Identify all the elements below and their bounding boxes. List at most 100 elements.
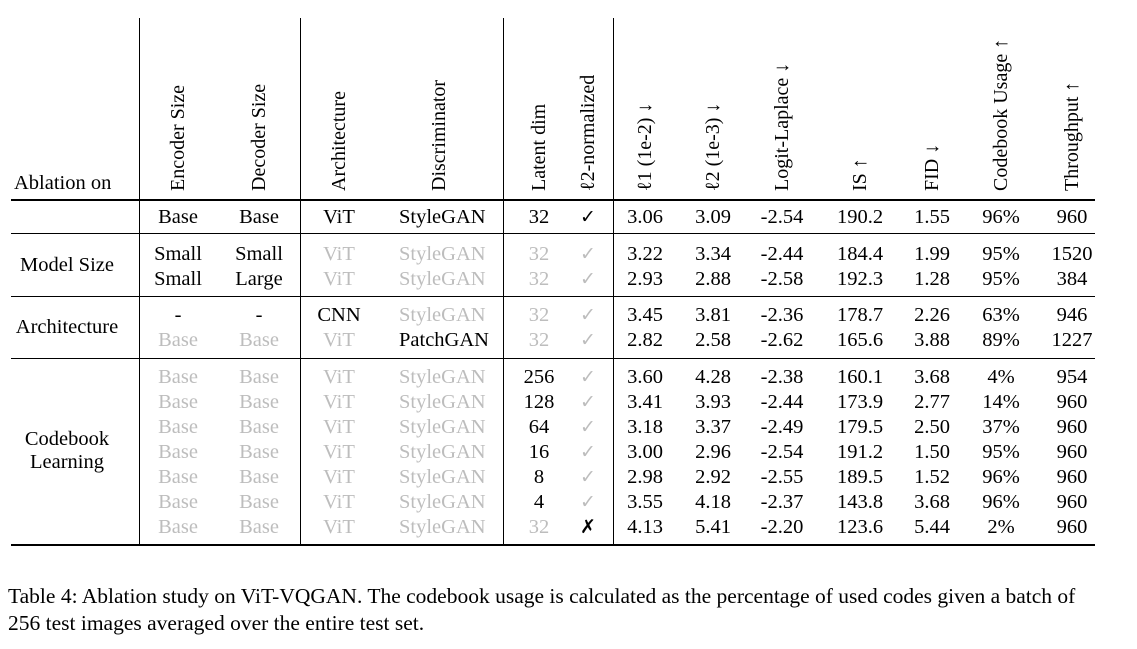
table-cell: 1.55 — [914, 206, 950, 228]
table-cell: 3.81 — [695, 304, 731, 326]
table-cell: -2.58 — [760, 268, 804, 290]
table-cell: Base — [158, 391, 198, 413]
table-cell: 1.52 — [914, 466, 950, 488]
table-cell: 2% — [987, 516, 1015, 538]
table-cell: 1520 — [1051, 243, 1093, 265]
table-cell: 178.7 — [836, 304, 884, 326]
table-cell: 2.98 — [627, 466, 663, 488]
table-cell: 191.2 — [836, 441, 884, 463]
table-cell: ViT — [323, 268, 355, 290]
group-label-model-size: Model Size — [20, 254, 114, 276]
table-cell: StyleGAN — [399, 441, 486, 463]
table-cell: Base — [239, 391, 279, 413]
table-cell: 3.68 — [914, 491, 950, 513]
table-cell: ✓ — [580, 206, 596, 228]
column-header-8: ℓ2 (1e-3) ↓ — [702, 102, 724, 191]
table-cell: 3.34 — [695, 243, 731, 265]
table-cell: 32 — [528, 304, 550, 326]
column-header-13: Throughput ↑ — [1061, 81, 1083, 191]
table-cell: 960 — [1056, 516, 1088, 538]
table-cell: 8 — [533, 466, 545, 488]
table-cell: -2.36 — [760, 304, 804, 326]
table-cell: 143.8 — [836, 491, 884, 513]
group-label-codebook-learning: Codebook Learning — [2, 428, 132, 474]
table-cell: ViT — [323, 416, 355, 438]
table-cell: 960 — [1056, 391, 1088, 413]
vrule-2 — [300, 18, 301, 545]
table-cell: 2.88 — [695, 268, 731, 290]
ablation-on-header: Ablation on — [14, 172, 112, 194]
table-cell: 192.3 — [836, 268, 884, 290]
table-cell: 32 — [528, 206, 550, 228]
table-cell: ✓ — [580, 466, 596, 488]
table-cell: Base — [158, 329, 198, 351]
table-cell: 95% — [982, 441, 1020, 463]
table-cell: 3.60 — [627, 366, 663, 388]
table-cell: 96% — [982, 491, 1020, 513]
table-cell: 37% — [982, 416, 1020, 438]
rule-group-3 — [11, 358, 1095, 359]
vrule-1 — [139, 18, 140, 545]
table-cell: ViT — [323, 329, 355, 351]
table-cell: 96% — [982, 466, 1020, 488]
table-cell: ViT — [323, 243, 355, 265]
table-cell: Base — [158, 366, 198, 388]
table-cell: 954 — [1056, 366, 1088, 388]
table-cell: 256 — [523, 366, 555, 388]
table-cell: 960 — [1056, 466, 1088, 488]
table-cell: Base — [239, 416, 279, 438]
table-cell: ✓ — [580, 441, 596, 463]
table-cell: 4.18 — [695, 491, 731, 513]
table-cell: ViT — [323, 466, 355, 488]
codebook-label-line-1: Codebook — [24, 428, 110, 450]
table-cell: 2.82 — [627, 329, 663, 351]
column-header-1: Encoder Size — [167, 84, 189, 191]
table-cell: -2.54 — [760, 441, 804, 463]
table-cell: 95% — [982, 243, 1020, 265]
table-cell: Base — [239, 491, 279, 513]
table-cell: 184.4 — [836, 243, 884, 265]
table-cell: 3.06 — [627, 206, 663, 228]
table-cell: 63% — [982, 304, 1020, 326]
table-cell: ✗ — [580, 516, 596, 538]
table-cell: ✓ — [580, 243, 596, 265]
table-cell: 123.6 — [836, 516, 884, 538]
table-cell: StyleGAN — [399, 268, 486, 290]
table-cell: Base — [158, 441, 198, 463]
table-cell: StyleGAN — [399, 466, 486, 488]
rule-bottom — [11, 544, 1095, 546]
table-cell: - — [255, 304, 263, 326]
table-cell: -2.54 — [760, 206, 804, 228]
table-cell: 190.2 — [836, 206, 884, 228]
vrule-4 — [613, 18, 614, 545]
table-cell: ViT — [323, 491, 355, 513]
table-cell: ViT — [323, 391, 355, 413]
table-cell: ✓ — [580, 366, 596, 388]
table-cell: 3.18 — [627, 416, 663, 438]
table-cell: ✓ — [580, 304, 596, 326]
table-cell: 3.37 — [695, 416, 731, 438]
table-cell: ViT — [323, 441, 355, 463]
table-cell: ✓ — [580, 491, 596, 513]
table-cell: 89% — [982, 329, 1020, 351]
rule-header-bottom — [11, 199, 1095, 201]
table-cell: 3.55 — [627, 491, 663, 513]
column-header-9: Logit-Laplace ↓ — [771, 62, 793, 191]
table-cell: 1.28 — [914, 268, 950, 290]
table-cell: StyleGAN — [399, 516, 486, 538]
table-cell: StyleGAN — [399, 304, 486, 326]
table-cell: 96% — [982, 206, 1020, 228]
table-cell: 64 — [528, 416, 550, 438]
table-cell: 2.77 — [914, 391, 950, 413]
table-cell: ViT — [323, 366, 355, 388]
table-cell: -2.44 — [760, 243, 804, 265]
table-cell: 5.44 — [914, 516, 950, 538]
column-header-10: IS ↑ — [849, 158, 871, 191]
table-cell: -2.38 — [760, 366, 804, 388]
table-cell: 4% — [987, 366, 1015, 388]
table-cell: Base — [158, 491, 198, 513]
table-cell: 32 — [528, 516, 550, 538]
table-cell: 3.88 — [914, 329, 950, 351]
table-cell: 3.09 — [695, 206, 731, 228]
table-cell: -2.49 — [760, 416, 804, 438]
